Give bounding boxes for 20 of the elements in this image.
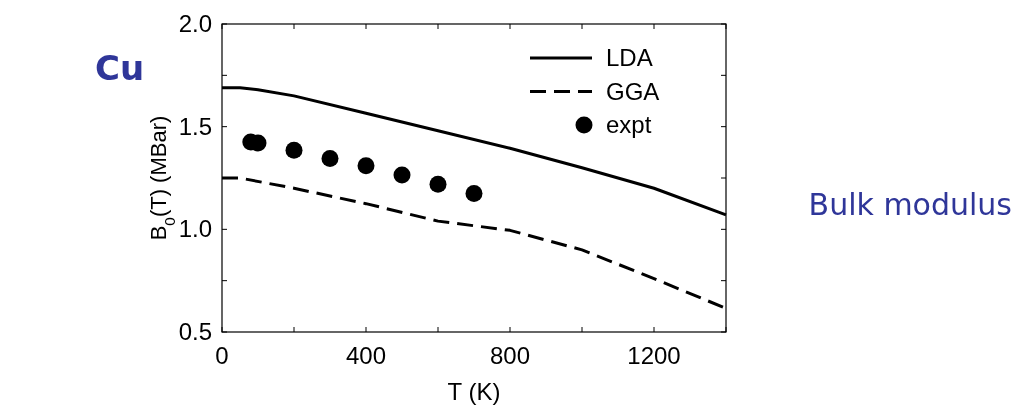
x-axis-title: T (K) xyxy=(447,378,501,405)
y-tick-label: 0.5 xyxy=(178,318,212,345)
x-tick-label: 0 xyxy=(215,342,229,369)
point xyxy=(321,149,339,167)
y-tick-label: 2.0 xyxy=(178,10,212,37)
x-tick-label: 1200 xyxy=(627,342,681,369)
legend-label: GGA xyxy=(606,77,660,105)
y-tick-label: 1.0 xyxy=(178,215,212,243)
point xyxy=(285,141,303,159)
text: Cu xyxy=(95,48,145,88)
point xyxy=(465,184,483,202)
y-tick-label: 1.5 xyxy=(178,112,212,140)
text: Bulk modulus xyxy=(808,187,1012,222)
legend-label: LDA xyxy=(606,44,653,71)
point xyxy=(393,166,411,184)
x-tick-label: 800 xyxy=(489,342,531,369)
point xyxy=(357,157,375,175)
x-tick-label: 400 xyxy=(345,342,387,369)
point xyxy=(429,175,447,193)
legend-label: expt xyxy=(606,111,652,138)
